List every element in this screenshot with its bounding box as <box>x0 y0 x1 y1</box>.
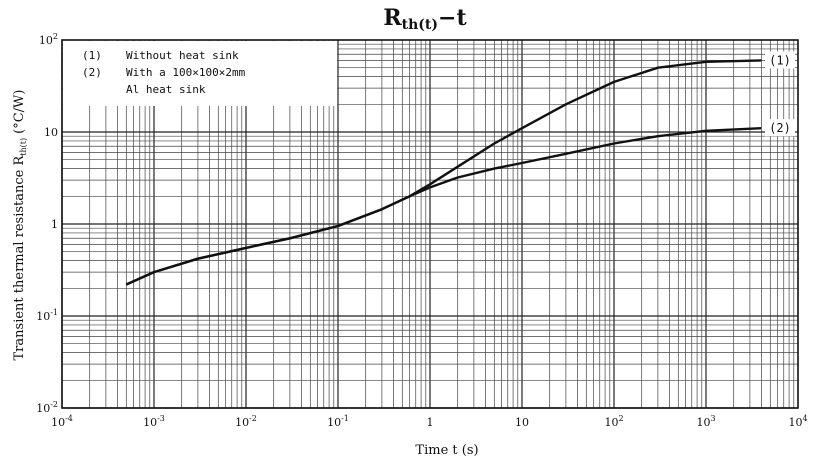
legend-number: (1) <box>82 49 102 62</box>
chart-title-text: Rth(t)−t <box>383 5 467 33</box>
y-tick-label: 10-2 <box>36 400 58 415</box>
legend-entry: Without heat sink <box>126 49 239 62</box>
x-tick-label: 10-3 <box>143 414 165 429</box>
x-axis-ticks: 10-4 10-3 10-2 10-1 1 10 102 103 104 <box>51 414 807 429</box>
x-tick-label: 10-4 <box>51 414 73 429</box>
legend-entry: With a 100×100×2mm <box>126 66 246 79</box>
curves: (1) (2) <box>125 51 795 286</box>
legend-entry: Al heat sink <box>126 83 206 96</box>
y-tick-label: 102 <box>39 32 58 47</box>
plot-frame <box>61 39 799 409</box>
x-tick-label: 10-1 <box>327 414 349 429</box>
chart-title: Rth(t)−t <box>383 5 467 33</box>
x-tick-label: 10-2 <box>235 414 257 429</box>
y-tick-label: 1 <box>51 218 58 231</box>
x-tick-label: 102 <box>604 414 623 429</box>
y-tick-label: 10 <box>44 126 58 139</box>
x-tick-label: 10 <box>515 416 529 429</box>
y-axis-label: Transient thermal resistance Rth(t)(°C/W… <box>12 90 28 361</box>
x-axis-label: Time t (s) <box>415 443 478 458</box>
series-2-line <box>125 127 762 286</box>
series-2-label: (2) <box>769 121 791 135</box>
legend-box <box>63 41 337 106</box>
y-axis-ticks: 10-2 10-1 1 10 102 <box>36 32 58 415</box>
legend-number: (2) <box>82 66 102 79</box>
series-1-label-bg <box>765 51 795 69</box>
x-tick-label: 1 <box>427 416 434 429</box>
x-tick-label: 103 <box>696 414 715 429</box>
series-2-label-bg <box>765 119 795 137</box>
y-tick-label: 10-1 <box>36 308 58 323</box>
x-tick-label: 104 <box>788 414 807 429</box>
series-1-label: (1) <box>769 53 791 67</box>
legend: (1) Without heat sink (2) With a 100×100×2m… <box>63 41 337 106</box>
